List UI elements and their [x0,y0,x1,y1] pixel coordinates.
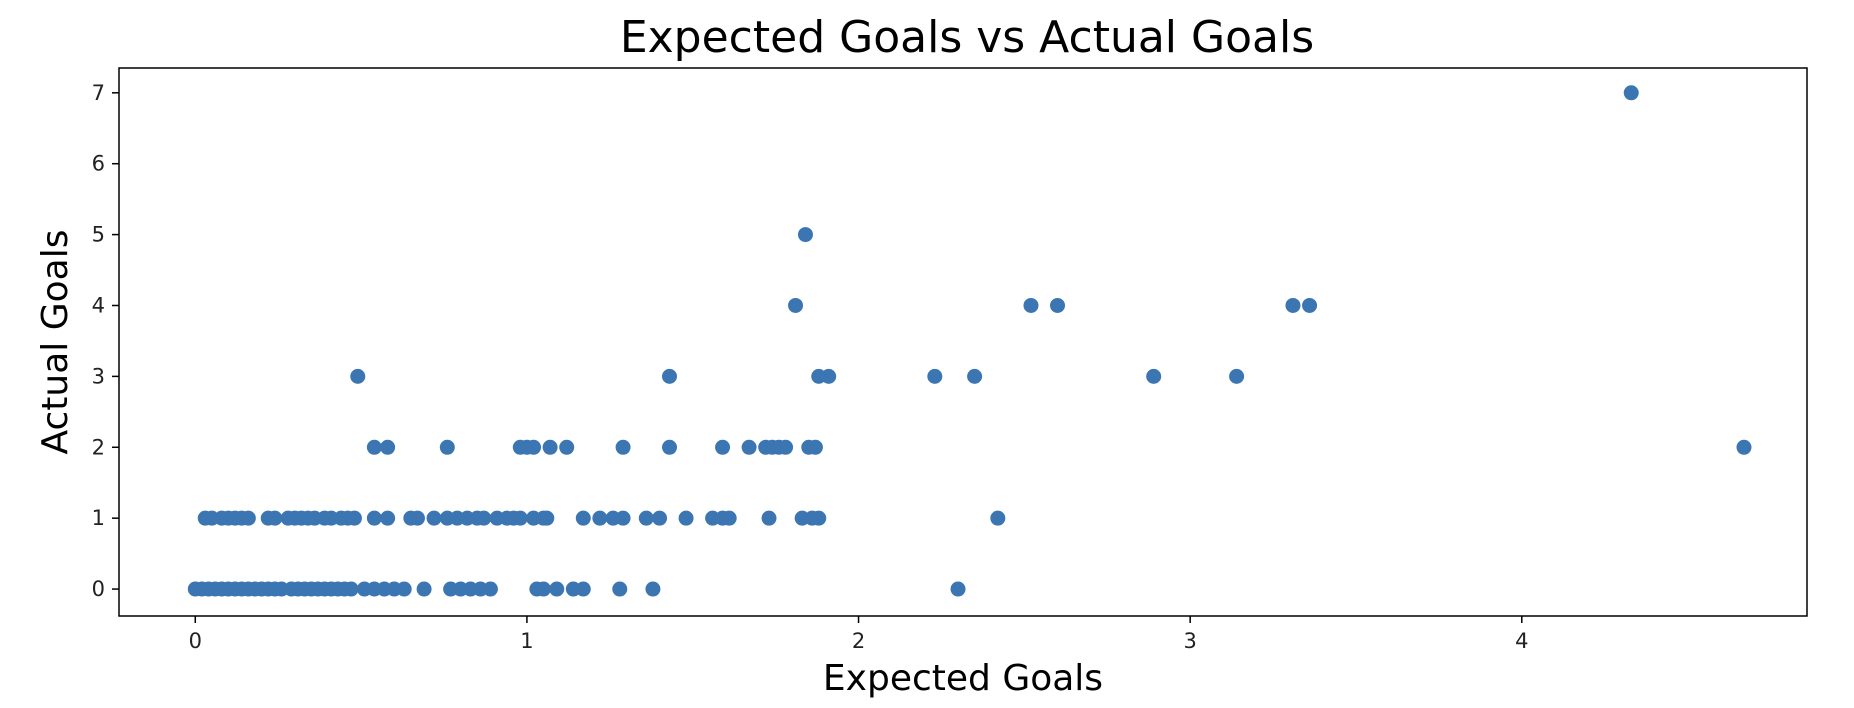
data-point [1146,368,1162,384]
data-point [821,368,837,384]
data-point [990,510,1006,526]
data-point [652,510,668,526]
y-tick-label: 4 [92,293,105,317]
x-axis-label: Expected Goals [823,658,1103,699]
data-point [535,581,551,597]
data-point [366,439,382,455]
data-point [267,510,283,526]
data-point [592,510,608,526]
data-point [638,510,654,526]
data-point [380,510,396,526]
data-point [615,510,631,526]
y-axis-label: Actual Goals [35,230,76,455]
data-point [761,510,777,526]
data-point [741,439,757,455]
data-point [539,510,555,526]
data-point [797,227,813,243]
data-point [542,439,558,455]
data-point [476,510,492,526]
data-point [416,581,432,597]
data-point [482,581,498,597]
data-point [380,439,396,455]
data-point [615,439,631,455]
data-point [1623,85,1639,101]
x-tick-label: 4 [1515,629,1528,653]
y-tick-label: 6 [92,152,105,176]
data-point [715,439,731,455]
data-point [612,581,628,597]
data-point [721,510,737,526]
data-point [1229,368,1245,384]
x-tick-label: 0 [189,629,202,653]
data-point [1736,439,1752,455]
data-point [662,439,678,455]
data-point [575,581,591,597]
data-point [1050,297,1066,313]
data-point [350,368,366,384]
data-point [807,439,823,455]
plot-frame [118,67,1808,617]
data-point [559,439,575,455]
data-point [950,581,966,597]
data-point [927,368,943,384]
y-tick-label: 7 [92,81,105,105]
data-point [343,581,359,597]
data-point [967,368,983,384]
data-point [439,439,455,455]
data-point [549,581,565,597]
data-point [678,510,694,526]
chart-title: Expected Goals vs Actual Goals [620,12,1314,63]
data-point [1302,297,1318,313]
y-tick-label: 3 [92,364,105,388]
data-point [512,510,528,526]
data-point [526,439,542,455]
x-tick-label: 3 [1183,629,1196,653]
data-point [1285,297,1301,313]
y-tick-label: 1 [92,506,105,530]
y-tick-label: 2 [92,435,105,459]
y-tick-label: 0 [92,577,105,601]
data-point [811,510,827,526]
data-point [346,510,362,526]
data-point [575,510,591,526]
x-tick-label: 2 [852,629,865,653]
x-tick-label: 1 [520,629,533,653]
data-point [788,297,804,313]
data-point [366,510,382,526]
data-point [645,581,661,597]
data-point [240,510,256,526]
data-points [187,85,1752,597]
data-point [662,368,678,384]
data-point [778,439,794,455]
data-point [409,510,425,526]
y-tick-label: 5 [92,223,105,247]
data-point [396,581,412,597]
data-point [1023,297,1039,313]
tick-group: 0 1 2 3 4 0 1 2 3 4 5 6 7 [92,81,1529,653]
data-point [426,510,442,526]
